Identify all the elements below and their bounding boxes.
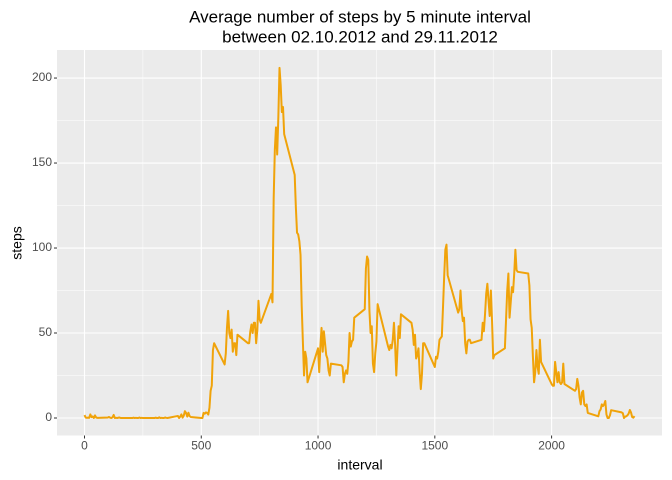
y-tick-label: 100 bbox=[32, 240, 52, 254]
x-tick-label: 1500 bbox=[421, 439, 448, 453]
data-line bbox=[83, 66, 636, 419]
x-tick-label: 500 bbox=[191, 439, 211, 453]
x-tick-label: 1000 bbox=[305, 439, 332, 453]
y-tick-label: 200 bbox=[32, 70, 52, 84]
chart-title: Average number of steps by 5 minute inte… bbox=[189, 7, 531, 26]
y-tick-label: 150 bbox=[32, 155, 52, 169]
x-axis-title: interval bbox=[337, 457, 382, 473]
y-tick-label: 50 bbox=[39, 325, 53, 339]
chart-title: between 02.10.2012 and 29.11.2012 bbox=[222, 27, 498, 46]
y-axis-title: steps bbox=[9, 226, 25, 259]
x-tick-label: 0 bbox=[81, 439, 88, 453]
y-tick-label: 0 bbox=[45, 410, 52, 424]
plot-panel bbox=[57, 50, 662, 436]
x-tick-label: 2000 bbox=[538, 439, 565, 453]
